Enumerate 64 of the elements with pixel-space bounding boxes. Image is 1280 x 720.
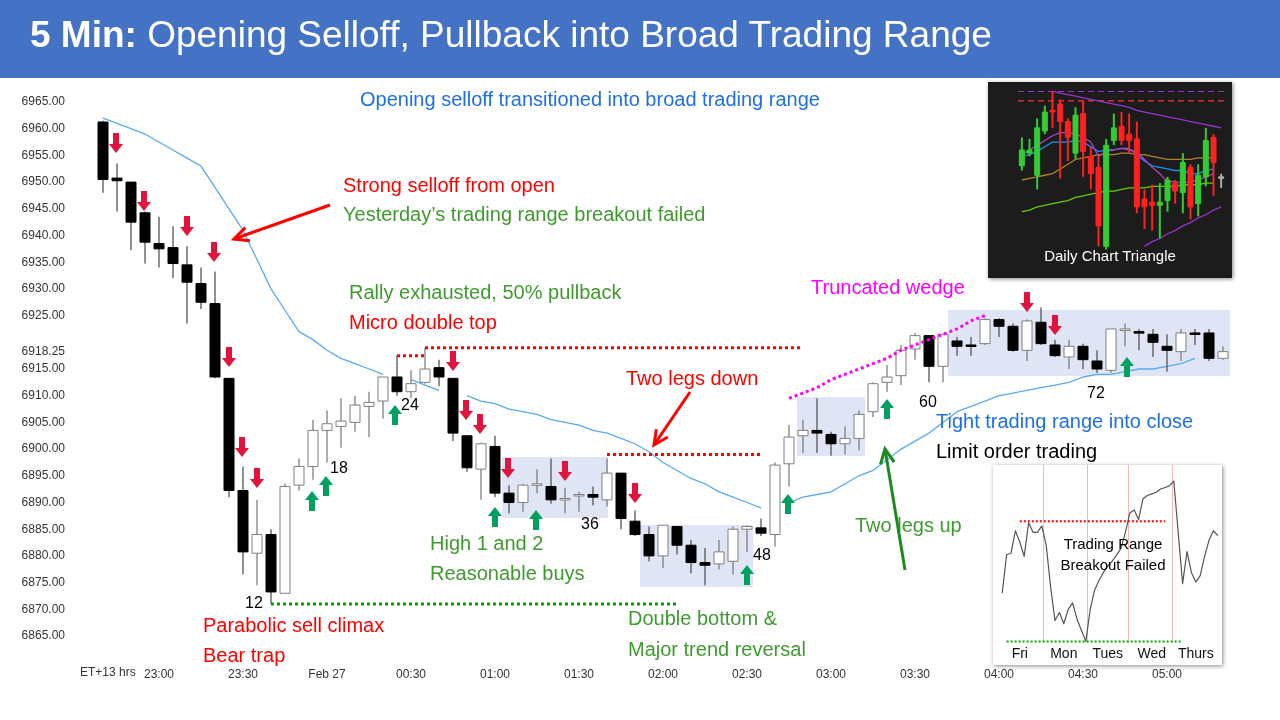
y-tick-label: 6925.00 [21,307,66,322]
annotation: High 1 and 2 [430,532,544,555]
y-tick-label: 6960.00 [21,121,66,136]
x-tick-label: 03:30 [899,666,931,681]
y-tick-label: 6890.00 [21,494,66,509]
y-tick-label: 6900.00 [21,441,66,456]
x-tick-label: 04:30 [1067,666,1099,681]
annotation: 12 [245,594,263,612]
x-axis-title: ET+13 hrs [80,665,136,679]
x-tick-label: Feb 27 [308,666,347,681]
y-tick-label: 6955.00 [21,147,66,162]
y-tick-label: 6945.00 [21,201,66,216]
annotation: Rally exhausted, 50% pullback [349,281,622,304]
annotation: 72 [1087,384,1105,402]
y-tick-label: 6915.00 [21,361,66,376]
y-tick-label: 6880.00 [21,548,66,563]
annotation: Reasonable buys [430,562,585,585]
y-tick-label: 6875.00 [21,574,66,589]
y-tick-label: 6870.00 [21,601,66,616]
y-tick-label: 6918.25 [21,343,66,358]
annotation: Yesterday’s trading range breakout failed [343,203,706,226]
x-tick-label: 23:30 [227,666,259,681]
y-tick-label: 6865.00 [21,628,66,643]
annotation: Micro double top [349,311,497,334]
x-tick-label: Wed [1137,645,1167,662]
annotation: Limit order trading [936,440,1098,463]
x-tick-label: 04:00 [983,666,1015,681]
annotation: 36 [581,515,599,533]
annotation: 24 [401,396,419,414]
annotation: Truncated wedge [811,276,965,299]
chart-subtitle: Opening selloff transitioned into broad trading range [360,88,820,111]
x-tick-label: Mon [1050,645,1078,662]
annotation: Double bottom & [628,607,777,630]
y-tick-label: 6905.00 [21,414,66,429]
text: Daily Chart Triangle [1043,246,1177,266]
y-tick-label: 6930.00 [21,281,66,296]
x-tick-label: Tues [1092,645,1124,662]
x-tick-label: Fri [1011,645,1028,662]
x-tick-label: 02:30 [731,666,763,681]
x-tick-label: 05:00 [1151,666,1183,681]
text: Bear trap [203,644,286,667]
y-tick-label: 6895.00 [21,468,66,483]
y-tick-label: 6965.00 [21,94,66,109]
x-tick-label: 00:30 [395,666,427,681]
annotation: 60 [919,393,937,411]
chart-title: 5 Min: Opening Selloff, Pullback into Broad Trading Range [30,14,992,55]
y-tick-label: 6885.00 [21,521,66,536]
x-tick-label: 01:00 [479,666,511,681]
text: Major trend reversal [628,638,806,661]
y-tick-label: 6935.00 [21,254,66,269]
x-tick-label: 03:00 [815,666,847,681]
annotation: 48 [753,546,771,564]
annotation: Strong selloff from open [343,174,555,197]
text: Trading Range Breakout Failed [1059,534,1167,575]
annotation: Parabolic sell climax [203,614,385,637]
x-tick-label: 02:00 [647,666,679,681]
annotation: 18 [330,459,348,477]
y-tick-label: 6910.00 [21,388,66,403]
annotation: Two legs down [626,367,759,390]
x-tick-label: Thurs [1177,645,1214,662]
y-tick-label: 6940.00 [21,227,66,242]
y-tick-label: 6950.00 [21,174,66,189]
x-tick-label: 01:30 [563,666,595,681]
x-tick-label: 23:00 [143,666,175,681]
